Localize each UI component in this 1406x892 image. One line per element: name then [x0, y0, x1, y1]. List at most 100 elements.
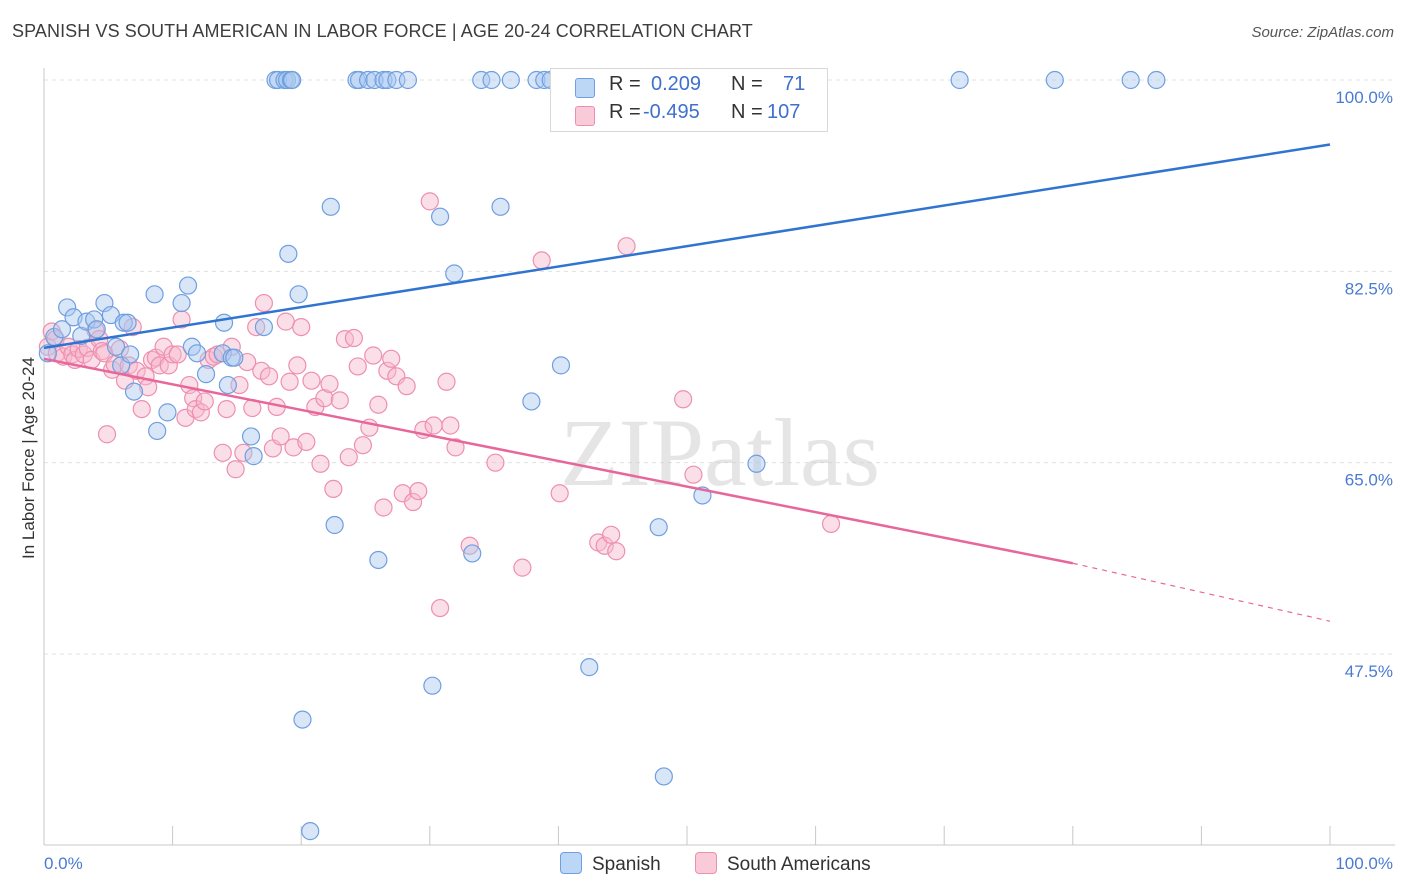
spanish-point: [58, 298, 77, 317]
n-value: 71: [783, 73, 806, 95]
spanish-point: [38, 344, 57, 363]
r-value: 0.209: [651, 73, 702, 95]
spanish-point: [277, 70, 297, 90]
x-tick-label: 0.0%: [44, 854, 83, 873]
axes: [43, 68, 1395, 846]
spanish-point: [106, 337, 126, 356]
south-americans-swatch: [575, 106, 595, 126]
spanish-point: [279, 244, 298, 263]
south-americans-point: [297, 432, 316, 451]
south-americans-point: [403, 492, 423, 512]
spanish-point: [580, 658, 599, 677]
south-americans-point: [378, 361, 397, 380]
spanish-point: [491, 197, 510, 216]
spanish-points: [38, 70, 1166, 841]
spanish-point: [148, 421, 167, 441]
south-americans-point: [288, 356, 307, 375]
spanish-point: [87, 320, 106, 339]
spanish-point: [214, 313, 234, 332]
spanish-point: [321, 197, 340, 216]
south-americans-point: [320, 374, 339, 394]
south-americans-point: [532, 251, 551, 270]
r-label: R =: [609, 101, 641, 123]
south-americans-point: [409, 481, 428, 501]
south-americans-point: [168, 345, 187, 364]
spanish-point: [501, 70, 520, 90]
south-americans-point: [324, 479, 343, 499]
spanish-point: [374, 70, 393, 90]
tick-labels: 47.5% 65.0% 82.5% 100.0% 0.0% 100.0%: [44, 88, 1393, 873]
chart-title: SPANISH VS SOUTH AMERICAN IN LABOR FORCE…: [12, 21, 753, 41]
south-americans-point: [397, 377, 416, 396]
legend-item-south-americans[interactable]: South Americans: [695, 852, 871, 878]
watermark: ZIPatlas: [560, 399, 880, 506]
spanish-point: [293, 710, 312, 729]
y-tick-label: 82.5%: [1345, 279, 1393, 298]
legend-label-spanish: Spanish: [592, 854, 661, 875]
legend-label-south-americans: South Americans: [727, 854, 871, 875]
south-americans-point: [217, 399, 236, 419]
south-americans-point: [437, 372, 456, 391]
south-americans-point: [226, 460, 245, 479]
spanish-point: [145, 285, 164, 304]
south-americans-point: [92, 342, 111, 361]
south-americans-point: [607, 542, 626, 561]
south-americans-point: [280, 372, 299, 391]
south-americans-point: [374, 498, 393, 517]
spanish-point: [244, 447, 263, 466]
spanish-point: [430, 207, 450, 226]
x-tick-label: 100.0%: [1335, 854, 1393, 873]
south-americans-point: [369, 395, 388, 414]
south-americans-point: [234, 443, 253, 462]
south-americans-point: [254, 293, 274, 313]
spanish-swatch: [575, 78, 595, 98]
spanish-point: [649, 518, 668, 537]
spanish-point: [472, 70, 491, 90]
south-americans-point: [247, 317, 266, 337]
spanish-point: [121, 345, 140, 364]
south-americans-point: [311, 454, 330, 473]
legend-item-spanish[interactable]: Spanish: [560, 852, 661, 878]
source-label: Source: ZipAtlas.com: [1251, 24, 1394, 41]
south-americans-point: [446, 438, 465, 457]
spanish-trend-line: [43, 143, 1331, 350]
spanish-point: [654, 767, 673, 786]
south-americans-point: [163, 345, 182, 364]
south-americans-point: [302, 371, 321, 390]
n-label: N =: [731, 101, 763, 123]
spanish-point: [551, 356, 571, 375]
south-americans-point: [382, 349, 401, 368]
south-americans-point: [674, 390, 693, 409]
spanish-point: [213, 344, 232, 363]
south-americans-point: [513, 558, 532, 577]
south-americans-point: [602, 525, 621, 544]
n-label: N =: [731, 73, 763, 95]
spanish-point: [52, 320, 72, 339]
spanish-point: [482, 70, 501, 90]
spanish-point: [178, 276, 198, 295]
y-axis-label: In Labor Force | Age 20-24: [19, 357, 38, 559]
south-americans-trend-extension: [1072, 562, 1331, 622]
spanish-point: [118, 313, 137, 332]
spanish-point: [225, 348, 244, 367]
spanish-point: [187, 344, 207, 363]
south-americans-point: [195, 392, 214, 411]
south-americans-point: [97, 425, 117, 444]
south-americans-point: [191, 403, 210, 422]
spanish-swatch: [560, 852, 582, 874]
spanish-point: [218, 375, 237, 395]
legend-row-spanish: R = 0.209 N = 71: [551, 73, 827, 101]
south-americans-point: [348, 357, 367, 376]
y-tick-label: 47.5%: [1345, 662, 1393, 681]
spanish-point: [1045, 70, 1064, 90]
spanish-point: [289, 285, 308, 304]
trend-lines: [43, 143, 1331, 622]
spanish-point: [325, 515, 344, 535]
y-tick-label: 65.0%: [1345, 471, 1393, 490]
south-americans-point: [424, 416, 443, 435]
spanish-point: [463, 544, 482, 563]
spanish-point: [114, 313, 133, 332]
south-americans-point: [259, 367, 279, 386]
south-americans-point: [271, 427, 290, 446]
south-americans-point: [684, 465, 703, 484]
